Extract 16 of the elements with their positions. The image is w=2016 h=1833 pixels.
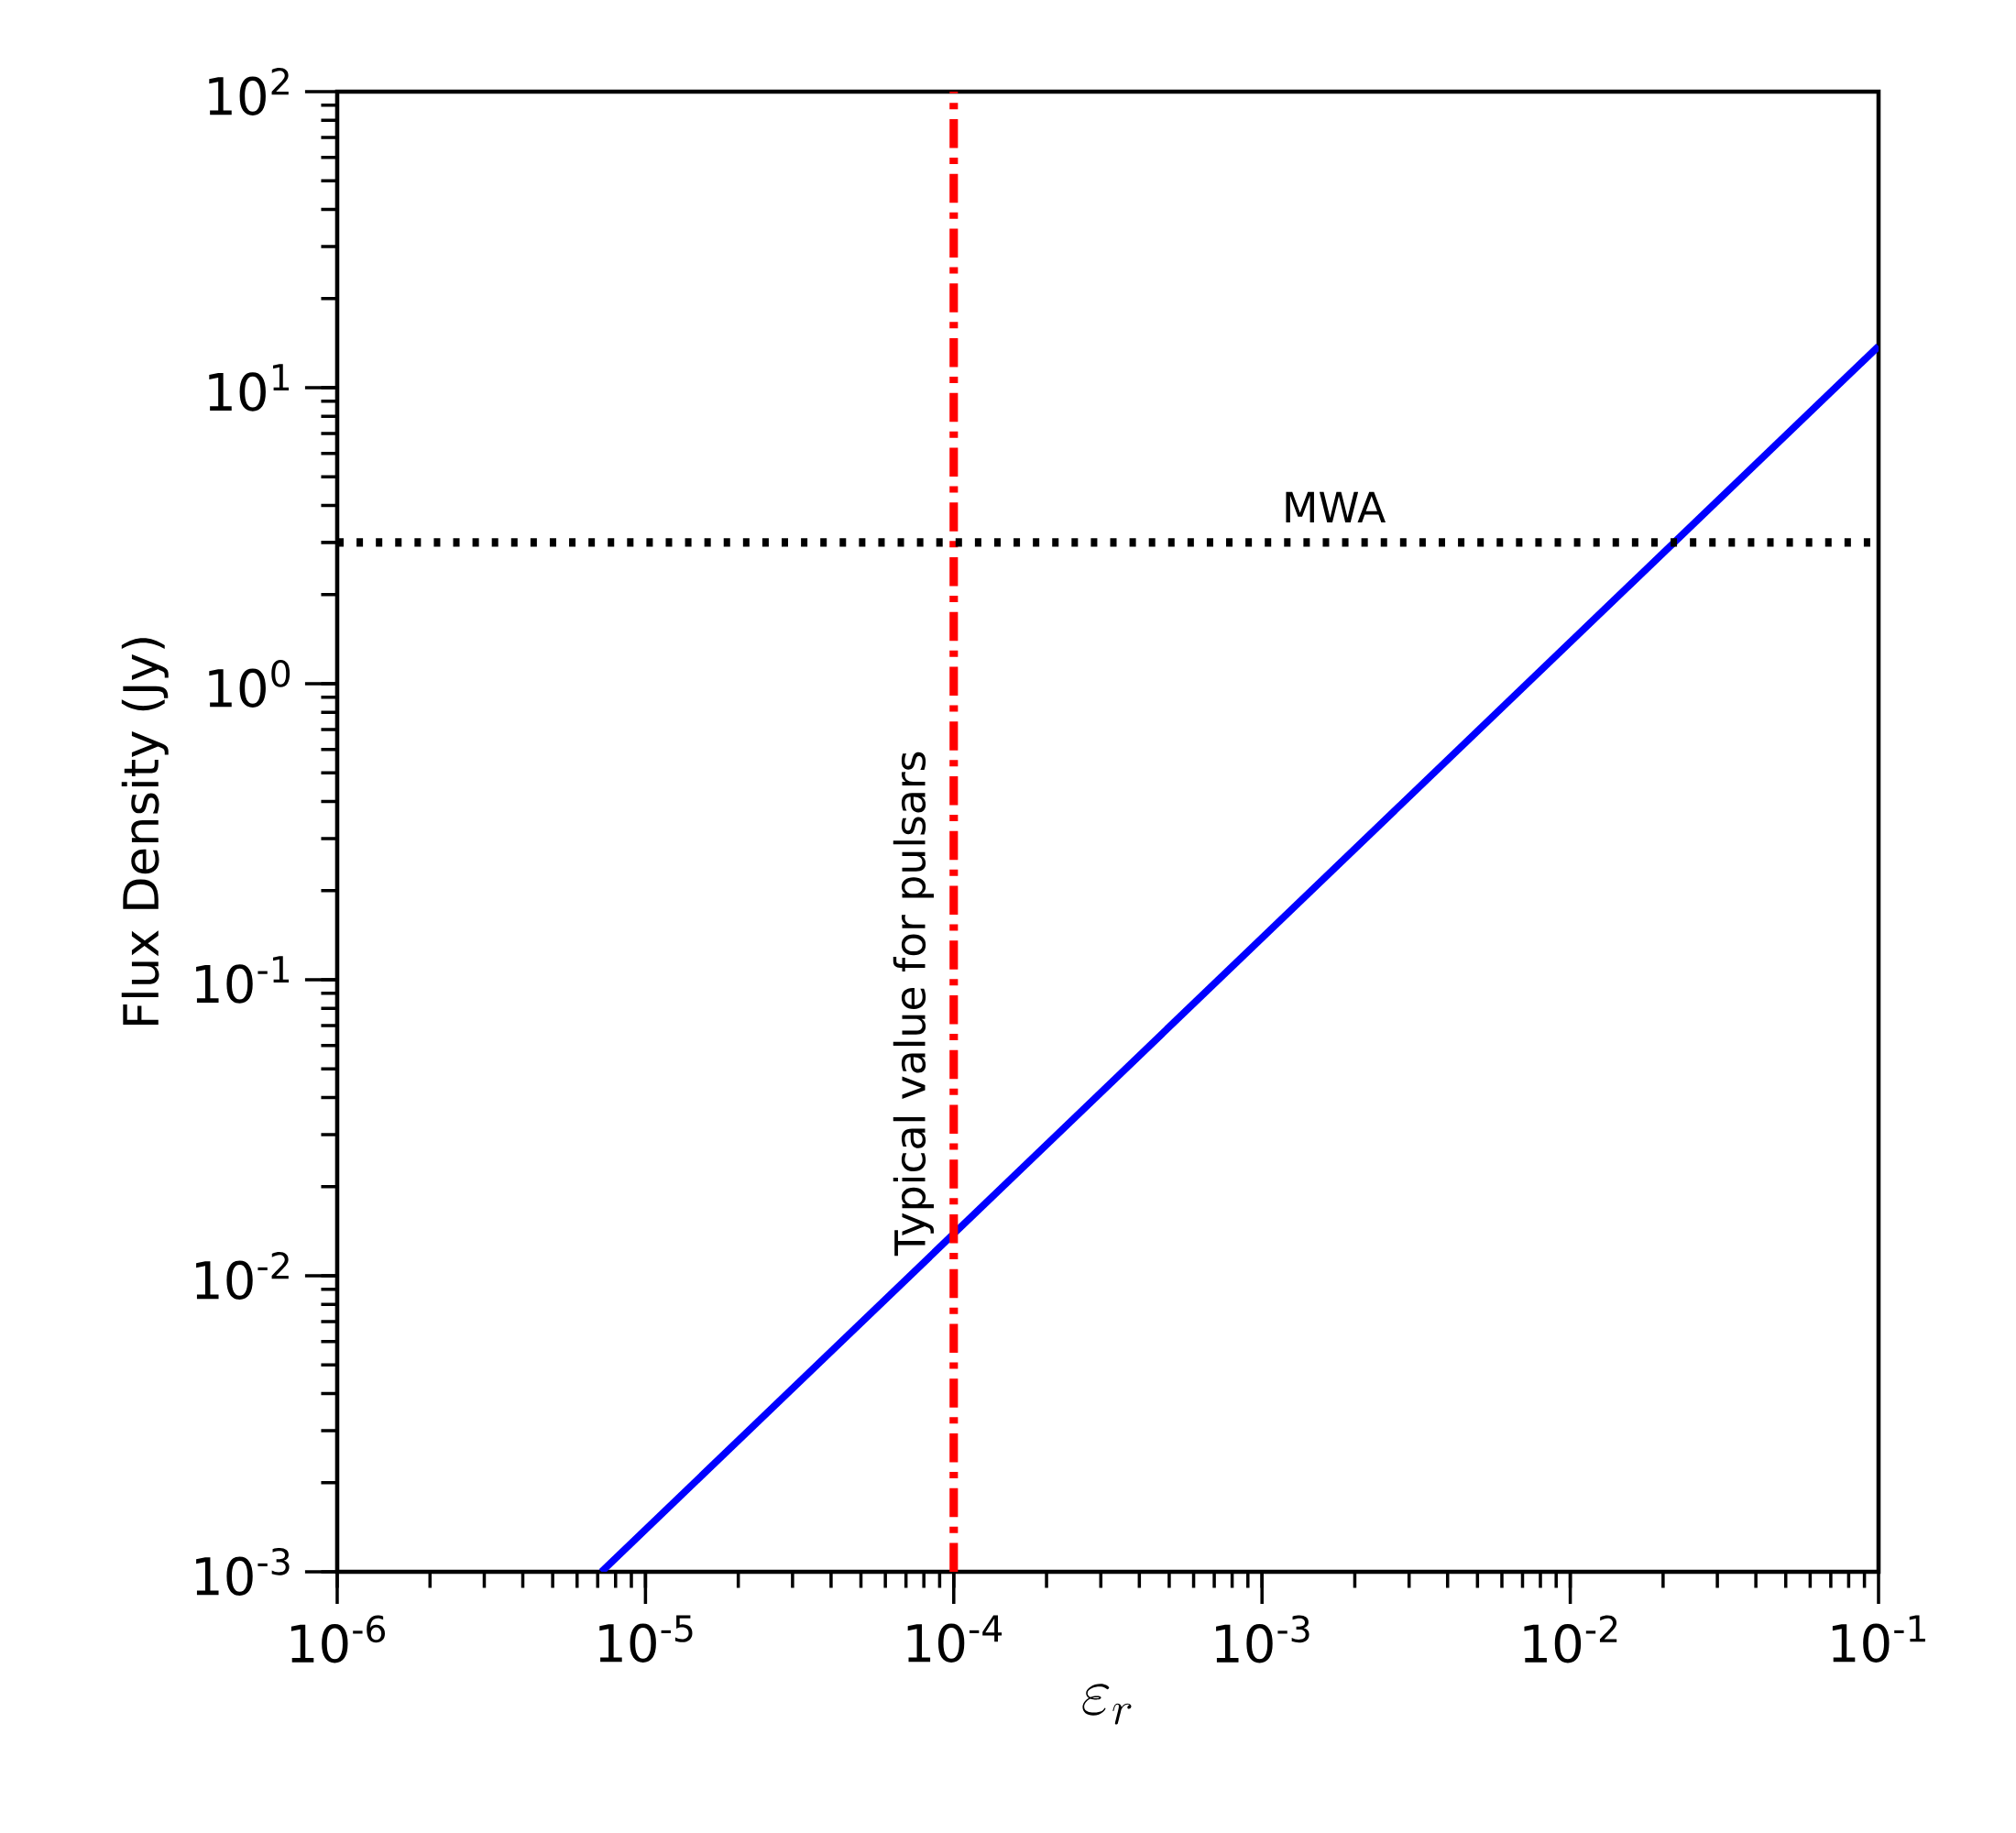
ref-line-label: MWA	[1286, 491, 1386, 523]
y-axis-title: Flux Density (Jy)	[121, 638, 169, 1026]
x-tick-label: 10$^{-5}$	[599, 1615, 693, 1663]
x-axis-title: $\varepsilon_r$	[1082, 1684, 1132, 1725]
y-tick-label: 10$^{-3}$	[196, 1547, 290, 1597]
y-tick-label: 10$^{2}$	[209, 67, 289, 115]
y-tick-label: 10$^{1}$	[209, 364, 290, 412]
y-tick-label: 10$^{-1}$	[196, 956, 290, 1004]
x-tick-label: 10$^{-2}$	[1524, 1615, 1617, 1663]
x-tick-label: 10$^{-3}$	[1216, 1615, 1309, 1663]
y-tick-label: 10$^{0}$	[209, 659, 290, 708]
x-tick-label: 10$^{-6}$	[290, 1615, 386, 1663]
ref-line-label: Typical value for pulsars	[893, 752, 934, 1257]
x-tick-label: 10$^{-4}$	[907, 1615, 1003, 1663]
y-tick-label: 10$^{-2}$	[196, 1251, 289, 1301]
x-tick-label: 10$^{-1}$	[1832, 1615, 1925, 1663]
